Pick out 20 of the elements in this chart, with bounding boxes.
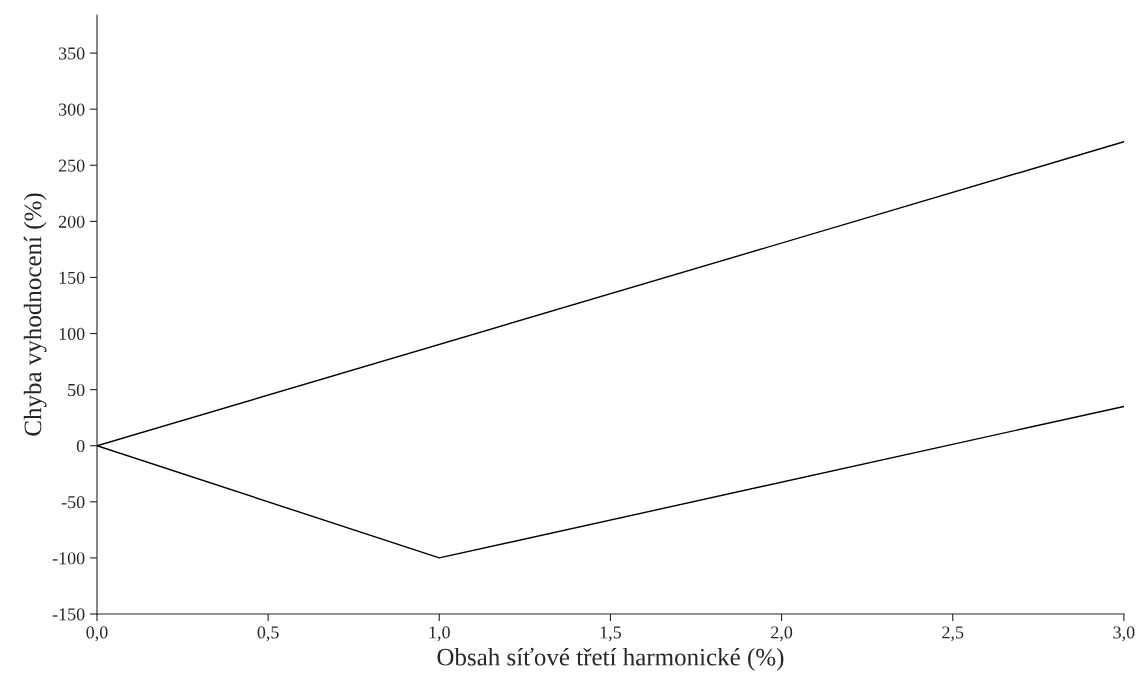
y-tick-label: 150 [59,271,85,284]
y-tick-label: 300 [58,103,85,116]
x-tick-label: 0,0 [86,626,108,642]
y-tick-label: 0 [76,439,85,453]
y-tick-label: 350 [58,47,85,60]
x-tick-label: 2,0 [771,626,793,642]
x-tick-label: 1,0 [429,626,450,642]
x-tick-label: 3,0 [1113,626,1135,642]
y-tick-label: -150 [52,608,85,621]
y-axis-title: Chyba vyhodnocení (%) [23,193,47,436]
y-tick-label: -50 [61,496,85,509]
y-tick-label: 100 [59,327,85,340]
x-tick-label: 2,5 [942,626,964,642]
y-tick-label: 250 [58,159,85,172]
y-tick-label: 50 [68,383,85,397]
y-tick-label: -100 [52,552,85,565]
x-tick-label: 1,5 [600,626,622,642]
y-tick-label: 200 [58,215,85,228]
x-axis-title: Obsah síťové třetí harmonické (%) [437,647,784,671]
x-tick-label: 0,5 [257,626,279,642]
